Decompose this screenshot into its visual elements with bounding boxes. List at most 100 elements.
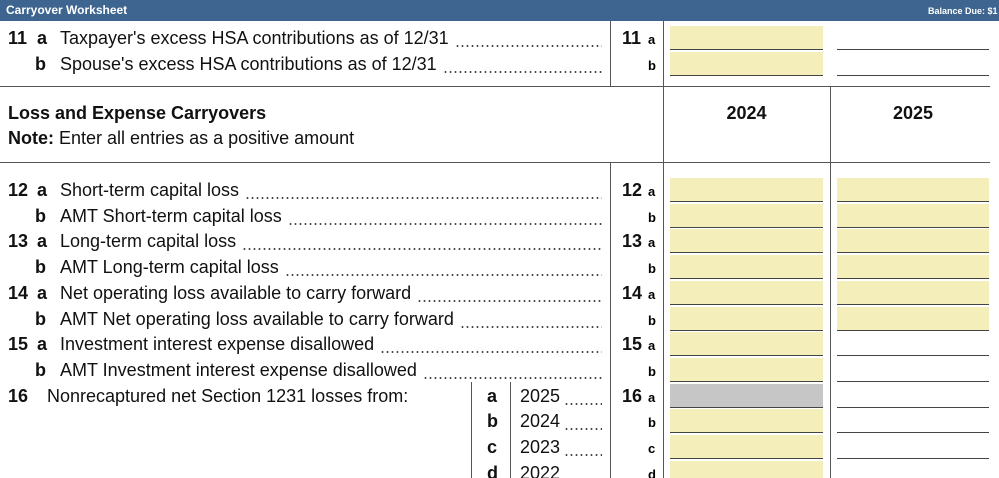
input-field[interactable] <box>837 229 989 254</box>
line-letter: c <box>487 437 498 457</box>
section-title: Loss and Expense Carryovers <box>8 103 267 123</box>
input-field[interactable] <box>670 332 823 357</box>
line-ref-letter: b <box>648 312 656 328</box>
input-field[interactable] <box>670 435 823 459</box>
line-label: Long-term capital loss <box>60 231 237 252</box>
note-label: Note: <box>8 128 54 148</box>
dot-leader <box>417 281 602 304</box>
input-field[interactable] <box>837 332 989 357</box>
line-ref-letter: a <box>648 32 656 47</box>
line-number: 14 <box>8 282 29 303</box>
input-field[interactable] <box>670 460 823 478</box>
divider <box>0 86 990 87</box>
line-ref-letter: b <box>648 415 656 431</box>
line-letter: b <box>35 308 46 329</box>
line-letter: a <box>37 28 48 48</box>
year: 2023 <box>520 437 561 457</box>
line-letter: b <box>35 205 46 226</box>
note-text: Enter all entries as a positive amount <box>59 128 355 148</box>
input-field[interactable] <box>837 178 989 202</box>
line-label: AMT Net operating loss available to carr… <box>60 308 454 329</box>
line-label: Taxpayer's excess HSA contributions as o… <box>60 28 449 48</box>
year: 2024 <box>520 411 561 432</box>
line-ref-letter: c <box>648 441 656 456</box>
divider <box>663 21 664 478</box>
line-letter: a <box>37 231 48 252</box>
input-field[interactable] <box>670 306 823 331</box>
input-field[interactable] <box>670 357 823 382</box>
line-label: Investment interest expense disallowed <box>60 334 375 355</box>
column-header: 2024 <box>726 103 767 123</box>
dot-leader <box>459 307 602 330</box>
input-field[interactable] <box>670 383 823 408</box>
input-field[interactable] <box>670 203 823 228</box>
input-field[interactable] <box>837 461 989 478</box>
dot-leader <box>242 230 602 253</box>
dot-leader <box>380 333 602 356</box>
line-letter: d <box>487 462 498 478</box>
line-letter: b <box>35 257 46 278</box>
line-number: 11 <box>8 28 28 48</box>
input-field[interactable] <box>670 51 823 76</box>
input-field[interactable] <box>837 203 989 228</box>
line-label: Short-term capital loss <box>60 180 240 200</box>
title-bar: Carryover Worksheet Balance Due: $1 <box>0 0 999 21</box>
input-field[interactable] <box>670 229 823 254</box>
input-field[interactable] <box>670 255 823 280</box>
line-number: 16 <box>8 385 29 406</box>
dot-leader <box>287 204 602 227</box>
input-field[interactable] <box>837 26 989 50</box>
line-ref: 13 <box>622 231 643 252</box>
input-field[interactable] <box>670 280 823 305</box>
line-ref-letter: a <box>648 235 656 251</box>
line-label: Spouse's excess HSA contributions as of … <box>60 53 437 74</box>
line-ref: 11 <box>622 28 642 48</box>
input-field[interactable] <box>837 358 989 382</box>
note: Note: Enter all entries as a positive am… <box>8 127 354 149</box>
divider <box>0 162 990 163</box>
line-ref-letter: a <box>648 338 656 354</box>
line-letter: a <box>37 180 48 200</box>
dot-leader <box>245 179 602 201</box>
input-field[interactable] <box>837 384 989 408</box>
input-field[interactable] <box>837 306 989 331</box>
line-ref-letter: b <box>648 363 656 379</box>
dot-leader <box>564 461 602 478</box>
dot-leader <box>442 52 602 75</box>
line-ref-letter: a <box>648 184 656 199</box>
title: Carryover Worksheet <box>6 3 128 17</box>
input-field[interactable] <box>837 52 989 76</box>
line-ref: 16 <box>622 385 643 406</box>
dot-leader <box>564 436 602 458</box>
divider <box>610 162 611 478</box>
line-letter: a <box>37 334 48 355</box>
line-number: 12 <box>8 180 29 200</box>
input-field[interactable] <box>670 26 823 50</box>
line-label: Nonrecaptured net Section 1231 losses fr… <box>47 385 409 406</box>
line-ref-letter: a <box>648 389 656 405</box>
line-ref: 14 <box>622 282 643 303</box>
year: 2022 <box>520 462 561 478</box>
line-ref-letter: b <box>648 209 656 225</box>
line-letter: b <box>35 53 46 74</box>
year: 2025 <box>520 385 561 406</box>
input-field[interactable] <box>670 178 823 202</box>
line-number: 13 <box>8 231 29 252</box>
line-label: AMT Long-term capital loss <box>60 257 279 278</box>
dot-leader <box>454 27 602 49</box>
balance-due[interactable]: Balance Due: $1 <box>928 6 998 16</box>
dot-leader <box>422 358 602 381</box>
input-field[interactable] <box>837 409 989 434</box>
input-field[interactable] <box>837 255 989 280</box>
line-letter: a <box>37 282 48 303</box>
line-label: AMT Investment interest expense disallow… <box>60 359 417 380</box>
line-ref-letter: b <box>648 261 656 277</box>
line-label: AMT Short-term capital loss <box>60 205 282 226</box>
input-field[interactable] <box>837 280 989 305</box>
input-field[interactable] <box>837 435 989 459</box>
input-field[interactable] <box>670 409 823 434</box>
line-ref-letter: a <box>648 286 656 302</box>
dot-leader <box>564 384 602 407</box>
line-letter: b <box>487 411 498 432</box>
